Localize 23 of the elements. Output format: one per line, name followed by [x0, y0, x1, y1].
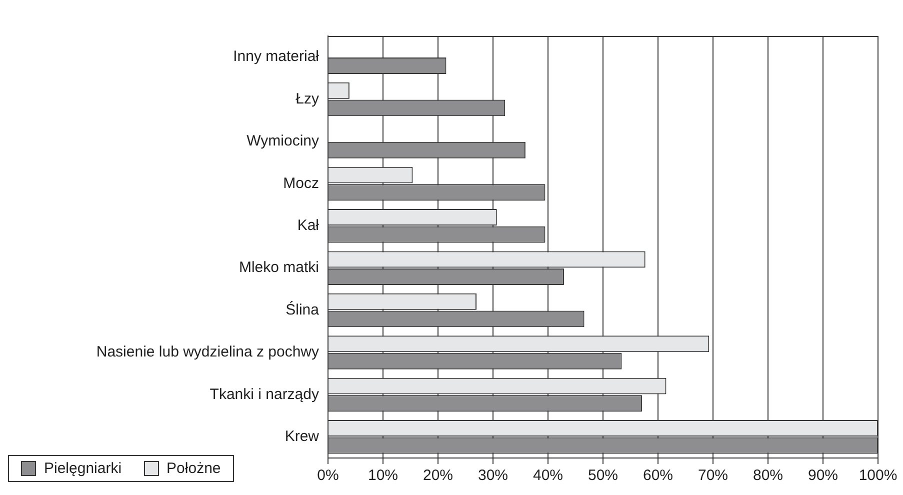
x-tick-label: 100%	[858, 467, 898, 484]
x-tick-label: 30%	[478, 467, 508, 484]
x-tick-label: 0%	[317, 467, 339, 484]
x-tick-label: 40%	[532, 467, 564, 484]
x-tick-label: 80%	[752, 467, 784, 484]
y-tick-label: Mleko matki	[238, 259, 319, 276]
y-tick-label: Krew	[284, 428, 320, 446]
y-tick-label: Wymiociny	[246, 132, 320, 150]
x-tick-label: 50%	[588, 467, 618, 484]
x-tick-label: 10%	[368, 467, 398, 484]
y-tick-label: Nasienie lub wydzielina z pochwy	[96, 344, 320, 361]
legend-label: Pielęgniarki	[44, 460, 122, 477]
x-tick-label: 20%	[422, 467, 454, 484]
x-tick-label: 90%	[808, 467, 838, 484]
x-tick-label: 70%	[698, 467, 728, 484]
y-tick-label: Mocz	[283, 174, 319, 192]
legend-label: Położne	[166, 460, 221, 477]
y-tick-label: Tkanki i narządy	[210, 386, 320, 403]
y-tick-label: Ślina	[286, 300, 320, 318]
y-tick-label: Łzy	[296, 90, 320, 108]
x-tick-label: 60%	[642, 467, 674, 484]
y-tick-label: Kał	[297, 217, 320, 234]
y-tick-label: Inny materiał	[233, 48, 320, 66]
